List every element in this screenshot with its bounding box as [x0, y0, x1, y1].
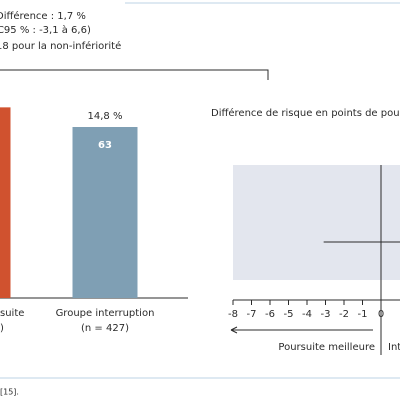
source: [15]. — [0, 388, 19, 397]
x-tick-label: Groupe interruption — [56, 308, 155, 319]
count-label: 63 — [98, 140, 112, 151]
direction-arrow — [230, 326, 373, 334]
x-tick-note: ) — [0, 323, 4, 334]
direction-label: Poursuite meilleure — [278, 342, 375, 353]
chart-title: Différence de risque en points de pou — [211, 107, 400, 119]
value-label: 14,8 % — [88, 111, 123, 122]
direction-label: Int — [388, 342, 400, 353]
x-tick-label: -6 — [265, 309, 275, 320]
annotation: IC95 % : -3,1 à 6,6) — [0, 24, 91, 36]
x-tick-label: -7 — [247, 309, 257, 320]
x-tick-label: -3 — [321, 309, 331, 320]
bracket — [0, 69, 269, 80]
annotation: 18 pour la non-infériorité — [0, 40, 121, 52]
x-tick-label: -2 — [339, 309, 349, 320]
plot-area — [233, 165, 400, 280]
x-tick-label: -8 — [228, 309, 238, 320]
x-tick-label: suite — [0, 308, 24, 319]
annotation: Différence : 1,7 % — [0, 10, 86, 22]
x-tick-note: (n = 427) — [81, 323, 129, 334]
x-tick-label: -1 — [358, 309, 368, 320]
bar — [72, 127, 138, 298]
x-tick-label: -4 — [302, 309, 312, 320]
bar — [0, 107, 11, 298]
x-tick-label: -5 — [284, 309, 294, 320]
